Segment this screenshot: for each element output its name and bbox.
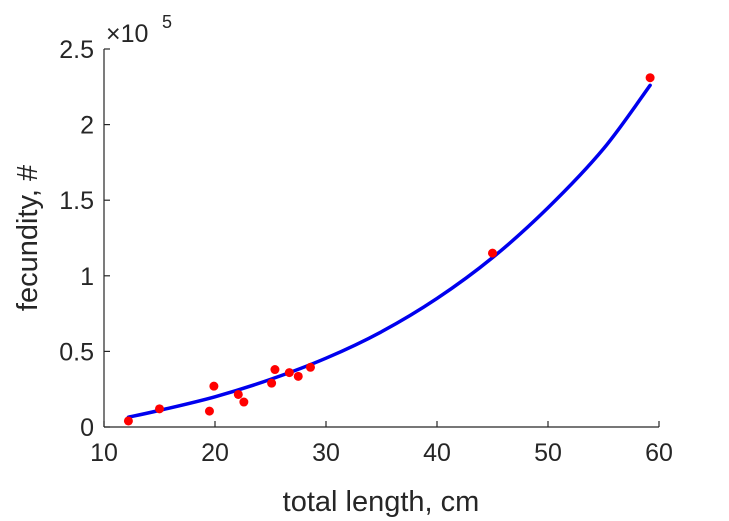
data-point bbox=[204, 406, 214, 416]
y-tick-label: 1.5 bbox=[59, 187, 94, 215]
y-tick-label: 0 bbox=[80, 414, 94, 442]
data-point bbox=[293, 371, 303, 381]
fit-curve-line bbox=[126, 83, 652, 419]
axes-layer: 10 20 30 40 50 60 0 0.5 1 1.5 2 2.5 bbox=[59, 36, 673, 467]
x-axis-title: total length, cm bbox=[283, 486, 480, 518]
data-point bbox=[155, 404, 164, 414]
data-point bbox=[488, 248, 497, 258]
data-point bbox=[645, 73, 655, 83]
x-tick-label: 50 bbox=[534, 439, 562, 467]
fit-curve-layer bbox=[126, 83, 652, 419]
data-point bbox=[270, 365, 280, 375]
data-points-layer bbox=[123, 73, 655, 426]
data-point bbox=[233, 389, 243, 399]
y-tick-label: 0.5 bbox=[59, 338, 94, 366]
y-axis-title: fecundity, # bbox=[12, 165, 44, 311]
x-tick-label: 10 bbox=[90, 439, 118, 467]
data-point bbox=[239, 397, 249, 407]
y-tick-label: 2.5 bbox=[59, 36, 94, 64]
data-point bbox=[284, 368, 294, 378]
y-exponent-times: ×10 bbox=[106, 20, 148, 48]
data-point bbox=[305, 362, 315, 372]
y-tick-label: 1 bbox=[80, 263, 94, 291]
x-tick-label: 20 bbox=[201, 439, 229, 467]
data-point bbox=[209, 381, 219, 391]
x-tick-label: 60 bbox=[645, 439, 673, 467]
y-tick-label: 2 bbox=[80, 112, 94, 140]
y-exponent-label: ×10 5 bbox=[106, 12, 172, 48]
data-point bbox=[123, 416, 133, 426]
y-exponent-power: 5 bbox=[162, 12, 172, 32]
x-tick-label: 30 bbox=[312, 439, 340, 467]
data-point bbox=[267, 378, 277, 388]
x-tick-label: 40 bbox=[423, 439, 451, 467]
